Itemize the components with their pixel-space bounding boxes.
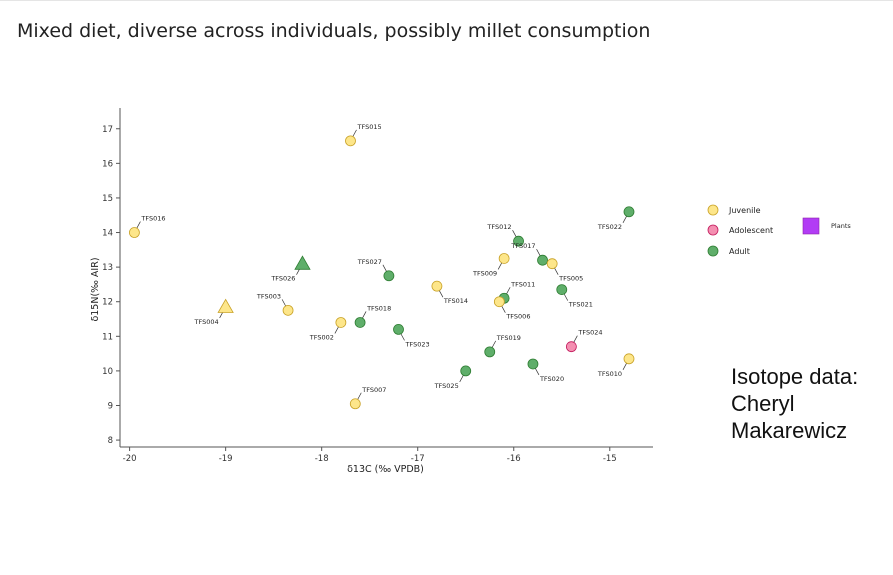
point-label: TFS004 bbox=[193, 318, 218, 326]
point-label: TFS014 bbox=[443, 297, 468, 305]
point-label: TFS015 bbox=[356, 123, 381, 131]
point-label: TFS012 bbox=[486, 223, 511, 231]
y-tick-label: 12 bbox=[102, 298, 113, 308]
point-label: TFS021 bbox=[568, 301, 593, 309]
point-label: TFS020 bbox=[539, 375, 564, 383]
data-point bbox=[493, 296, 505, 308]
point-label: TFS027 bbox=[357, 258, 382, 266]
point-label: TFS022 bbox=[597, 223, 622, 231]
data-point-triangle bbox=[217, 298, 234, 313]
y-tick-label: 14 bbox=[102, 229, 113, 239]
point-label: TFS016 bbox=[140, 215, 165, 223]
point-label: TFS011 bbox=[510, 280, 535, 288]
data-point bbox=[513, 235, 524, 247]
data-point bbox=[349, 398, 361, 410]
slide-title: Mixed diet, diverse across individuals, … bbox=[17, 20, 651, 42]
x-tick-label: -15 bbox=[603, 454, 617, 464]
point-label: TFS018 bbox=[366, 304, 391, 312]
data-point bbox=[623, 353, 635, 365]
point-label: TFS026 bbox=[270, 275, 295, 283]
point-label: TFS023 bbox=[405, 340, 430, 348]
data-point bbox=[498, 253, 510, 264]
legend-swatch-adult bbox=[707, 245, 719, 257]
isotope-credit: Isotope data: Cheryl Makarewicz bbox=[731, 364, 859, 443]
data-point bbox=[546, 258, 558, 270]
data-point-triangle bbox=[294, 255, 311, 270]
data-point bbox=[623, 206, 635, 218]
data-point bbox=[282, 304, 294, 316]
data-point bbox=[431, 280, 443, 292]
y-tick-label: 16 bbox=[102, 159, 113, 169]
data-point bbox=[129, 227, 140, 238]
point-label: TFS017 bbox=[510, 242, 535, 250]
point-label: TFS009 bbox=[472, 269, 497, 277]
x-tick-label: -16 bbox=[507, 454, 521, 464]
point-label: TFS025 bbox=[434, 382, 459, 390]
data-point bbox=[527, 358, 539, 370]
y-tick-label: 10 bbox=[102, 367, 113, 377]
y-tick-label: 15 bbox=[102, 194, 113, 204]
y-tick-label: 13 bbox=[102, 263, 113, 273]
data-point bbox=[393, 323, 404, 335]
x-tick-label: -20 bbox=[123, 454, 137, 464]
point-label: TFS002 bbox=[309, 333, 334, 341]
data-point bbox=[335, 317, 347, 328]
data-point bbox=[556, 284, 568, 296]
x-tick-label: -17 bbox=[411, 454, 425, 464]
point-label: TFS006 bbox=[505, 313, 530, 321]
top-divider bbox=[0, 0, 893, 1]
x-axis-title: δ13C (‰ VPDB) bbox=[347, 464, 424, 475]
data-point bbox=[537, 254, 548, 266]
point-label: TFS024 bbox=[577, 329, 602, 337]
x-tick-label: -18 bbox=[315, 454, 329, 464]
legend-swatch-adolescent bbox=[707, 224, 719, 236]
x-tick-label: -19 bbox=[219, 454, 233, 464]
data-point bbox=[354, 317, 366, 328]
data-point bbox=[565, 341, 577, 353]
data-point bbox=[460, 365, 472, 377]
legend-label: Juvenile bbox=[728, 206, 761, 215]
point-label: TFS005 bbox=[558, 275, 583, 283]
y-tick-label: 9 bbox=[108, 401, 113, 411]
y-axis-title: δ15N(‰ AIR) bbox=[90, 257, 101, 321]
point-label: TFS019 bbox=[496, 334, 521, 342]
legend-label: Adult bbox=[729, 247, 750, 256]
legend-label: Adolescent bbox=[729, 226, 773, 235]
point-label: TFS010 bbox=[597, 370, 622, 378]
y-tick-label: 17 bbox=[102, 125, 113, 135]
y-tick-label: 11 bbox=[102, 332, 113, 342]
data-point bbox=[484, 346, 496, 358]
legend-swatch-juvenile bbox=[707, 204, 719, 216]
legend-label: Plants bbox=[831, 222, 851, 230]
data-point bbox=[383, 270, 395, 282]
data-point bbox=[345, 135, 356, 147]
y-tick-label: 8 bbox=[108, 436, 113, 446]
legend-swatch-plants bbox=[802, 217, 820, 235]
point-label: TFS003 bbox=[256, 292, 281, 300]
point-label: TFS007 bbox=[361, 386, 386, 394]
